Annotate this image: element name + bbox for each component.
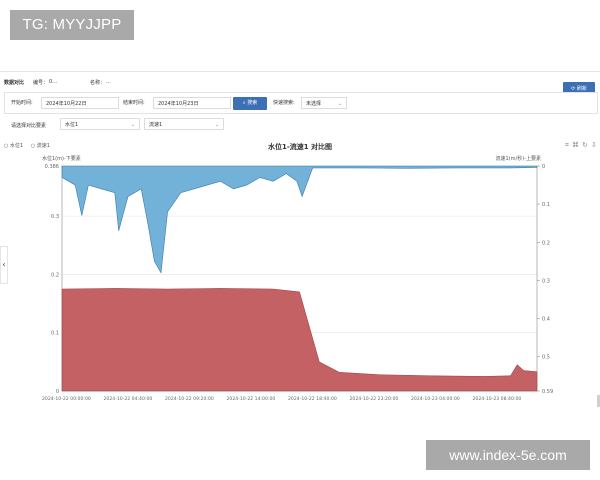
x-tick-label: 2024-10-23 08:40:00 [473, 396, 522, 402]
legend-item-level[interactable]: ○ 水位1 [4, 143, 24, 149]
x-tick-label: 2024-10-22 14:00:00 [227, 396, 276, 402]
quick-search-label: 快速搜索: [273, 100, 295, 106]
refresh-label: 刷新 [576, 86, 587, 92]
end-date-label: 结束时间: [123, 100, 145, 106]
compare-label: 请选择对比要素 [11, 123, 47, 129]
series-area-flow [61, 165, 538, 274]
refresh-icon: ⟳ [571, 86, 576, 92]
x-tick-label: 2024-10-22 18:40:00 [288, 396, 337, 402]
left-tick-label: 0.3 [51, 214, 59, 220]
x-tick-label: 2024-10-22 09:20:00 [165, 396, 214, 402]
chart-area: ○ 水位1 ○ 流速1 水位1-流速1 对比图 ⌗⌘↻⇩ 水位1(m)-下要素 流… [0, 136, 600, 406]
left-tick-label: 0.1 [51, 331, 59, 337]
legend-level-label: 水位1 [9, 143, 24, 149]
watermark-bottom: www.index-5e.com [426, 440, 590, 470]
name-label: 名称： [90, 80, 106, 86]
collapse-handle[interactable]: ‹ [0, 246, 8, 284]
right-tick-label: 0.1 [542, 202, 550, 208]
chevron-down-icon: ⌄ [130, 122, 135, 128]
left-axis-label: 水位1(m)-下要素 [42, 155, 81, 162]
quick-search-select[interactable]: 未选择 ⌄ [301, 97, 347, 109]
search-button[interactable]: ⌕ 搜索 [233, 97, 267, 110]
x-tick-label: 2024-10-22 04:40:00 [104, 396, 153, 402]
watermark-top: TG: MYYJJPP [10, 10, 134, 40]
filter-bar: 开始时间: 2024年10月22日 结束时间: 2024年10月23日 ⌕ 搜索… [4, 92, 598, 114]
page-title: 数据对比 [4, 80, 25, 86]
zoom-reset-icon[interactable]: ⌘ [571, 141, 582, 149]
chevron-left-icon: ‹ [2, 260, 6, 269]
legend-item-flow[interactable]: ○ 流速1 [30, 143, 50, 149]
left-element-select[interactable]: 水位1 ⌄ [60, 118, 140, 130]
x-tick-label: 2024-10-22 23:20:00 [350, 396, 399, 402]
restore-icon[interactable]: ↻ [581, 141, 591, 149]
right-tick-label: 0.4 [542, 317, 550, 323]
download-icon[interactable]: ⇩ [590, 141, 600, 149]
chart-legend: ○ 水位1 ○ 流速1 [4, 142, 56, 149]
x-tick-label: 2024-10-22 00:00:00 [42, 396, 91, 402]
right-element-select[interactable]: 流速1 ⌄ [144, 118, 224, 130]
right-tick-label: 0.59 [542, 389, 553, 395]
comparison-chart: 水位1(m)-下要素 流速1(m/秒)-上要素 0.386 0.3 0.2 0.1 0 0 0.… [42, 155, 553, 402]
page-header: 数据对比 编号： 0... 名称： ... ⟳ 刷新 [0, 74, 600, 96]
start-date-input[interactable]: 2024年10月22日 [41, 97, 119, 109]
end-date-input[interactable]: 2024年10月23日 [153, 97, 231, 109]
compare-bar: 请选择对比要素 水位1 ⌄ 流速1 ⌄ [4, 116, 596, 134]
scrollbar[interactable] [597, 395, 600, 407]
left-tick-label: 0.386 [45, 164, 59, 170]
x-tick-label: 2024-10-23 04:00:00 [411, 396, 460, 402]
name-value: ... [106, 79, 111, 85]
right-tick-label: 0 [542, 164, 545, 170]
series-area-level [61, 288, 538, 392]
start-date-label: 开始时间: [11, 100, 33, 106]
right-tick-label: 0.2 [542, 240, 550, 246]
search-label: 搜索 [247, 100, 258, 106]
left-tick-label: 0.2 [51, 272, 59, 278]
legend-flow-label: 流速1 [36, 143, 50, 149]
right-axis-label: 流速1(m/秒)-上要素 [496, 155, 541, 162]
code-value: 0... [49, 79, 57, 85]
chart-toolbox: ⌗⌘↻⇩ [565, 141, 600, 150]
left-element-value: 水位1 [65, 122, 79, 128]
right-tick-label: 0.5 [542, 355, 550, 361]
chart-title: 水位1-流速1 对比图 [267, 143, 333, 151]
search-icon: ⌕ [242, 100, 246, 106]
main-panel: 数据对比 编号： 0... 名称： ... ⟳ 刷新 开始时间: 2024年10… [0, 66, 600, 406]
zoom-icon[interactable]: ⌗ [565, 141, 572, 149]
chevron-down-icon: ⌄ [337, 101, 342, 107]
divider [0, 71, 600, 72]
left-tick-label: 0 [56, 389, 59, 395]
code-label: 编号： [33, 80, 49, 86]
chevron-down-icon: ⌄ [214, 122, 219, 128]
right-tick-label: 0.3 [542, 278, 550, 284]
quick-search-value: 未选择 [306, 101, 322, 107]
right-element-value: 流速1 [149, 122, 163, 128]
